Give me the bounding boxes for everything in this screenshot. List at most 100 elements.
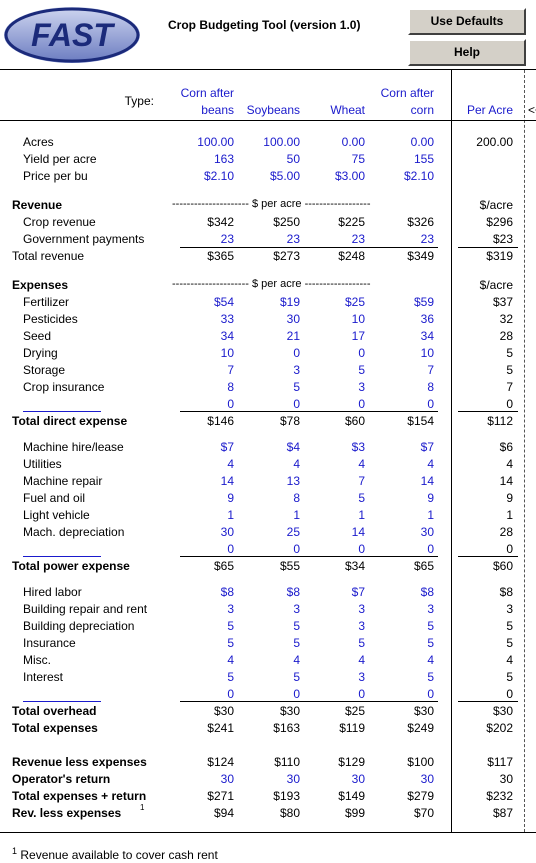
cell-value[interactable]: 3 [358, 380, 365, 394]
cell-value[interactable]: $3 [351, 440, 365, 454]
help-button[interactable]: Help [408, 39, 526, 66]
cell-value[interactable]: 7 [358, 474, 365, 488]
cell-value[interactable]: 9 [427, 491, 434, 505]
cell-value[interactable]: 30 [286, 772, 300, 786]
cell-value[interactable]: $59 [413, 295, 434, 309]
cell-value[interactable]: 5 [358, 636, 365, 650]
cell-value[interactable]: 13 [286, 474, 300, 488]
cell-value[interactable]: $5.00 [269, 169, 300, 183]
cell-value[interactable]: 0 [358, 542, 365, 556]
cell-value[interactable]: $25 [344, 295, 365, 309]
cell-value[interactable]: 30 [286, 312, 300, 326]
cell-value[interactable]: 4 [358, 457, 365, 471]
cell-value[interactable]: 3 [358, 619, 365, 633]
cell-value[interactable]: 100.00 [263, 135, 300, 149]
cell-value[interactable]: 5 [293, 380, 300, 394]
cell-value[interactable]: 36 [420, 312, 434, 326]
cell-value[interactable]: 0 [227, 687, 234, 701]
cell-value[interactable]: 163 [213, 152, 234, 166]
cell-value[interactable]: 5 [293, 619, 300, 633]
cell-value[interactable]: 0 [293, 687, 300, 701]
cell-value[interactable]: $8 [286, 585, 300, 599]
cell-value[interactable]: 0 [427, 397, 434, 411]
cell-value[interactable]: $54 [213, 295, 234, 309]
cell-value[interactable]: 4 [293, 653, 300, 667]
cell-value[interactable]: 0 [293, 346, 300, 360]
cell-value[interactable]: 5 [358, 491, 365, 505]
cell-value[interactable]: $19 [279, 295, 300, 309]
cell-value[interactable]: 4 [427, 653, 434, 667]
cell-value[interactable]: 30 [420, 525, 434, 539]
cell-value[interactable]: 33 [220, 312, 234, 326]
cell-value[interactable]: 10 [220, 346, 234, 360]
cell-value[interactable]: 0 [293, 542, 300, 556]
cell-value[interactable]: 9 [227, 491, 234, 505]
collapse-arrow[interactable]: << [528, 103, 536, 117]
cell-value[interactable]: 0.00 [341, 135, 365, 149]
cell-value[interactable]: 30 [351, 772, 365, 786]
cell-value[interactable]: 0 [427, 542, 434, 556]
cell-value[interactable]: 0 [358, 346, 365, 360]
cell-value[interactable]: 155 [413, 152, 434, 166]
cell-value[interactable]: 5 [358, 363, 365, 377]
cell-value[interactable]: 5 [227, 619, 234, 633]
cell-value[interactable]: 5 [227, 670, 234, 684]
cell-value[interactable]: 4 [293, 457, 300, 471]
cell-value[interactable]: $2.10 [203, 169, 234, 183]
cell-value[interactable]: 30 [220, 525, 234, 539]
cell-value[interactable]: 0 [427, 687, 434, 701]
cell-value[interactable]: 8 [427, 380, 434, 394]
cell-value[interactable]: 14 [351, 525, 365, 539]
cell-value[interactable]: 14 [220, 474, 234, 488]
cell-value[interactable]: 75 [351, 152, 365, 166]
cell-value[interactable]: 14 [420, 474, 434, 488]
cell-value[interactable]: 0 [293, 397, 300, 411]
cell-value[interactable]: 0 [227, 397, 234, 411]
cell-value[interactable]: $7 [420, 440, 434, 454]
cell-value[interactable]: 10 [420, 346, 434, 360]
cell-value[interactable]: 5 [227, 636, 234, 650]
cell-value[interactable]: 3 [427, 602, 434, 616]
cell-value[interactable]: 5 [293, 636, 300, 650]
cell-value[interactable]: 4 [227, 457, 234, 471]
cell-value[interactable]: $2.10 [403, 169, 434, 183]
cell-value[interactable]: 1 [427, 508, 434, 522]
cell-value[interactable]: 3 [358, 670, 365, 684]
cell-value[interactable]: 1 [293, 508, 300, 522]
cell-value[interactable]: 17 [351, 329, 365, 343]
cell-value[interactable]: 3 [293, 363, 300, 377]
cell-value[interactable]: 23 [286, 232, 300, 246]
cell-value[interactable]: 1 [227, 508, 234, 522]
cell-value[interactable]: $8 [420, 585, 434, 599]
cell-value[interactable]: 4 [427, 457, 434, 471]
cell-value[interactable]: 100.00 [197, 135, 234, 149]
cell-value[interactable]: 5 [427, 670, 434, 684]
cell-value[interactable]: 4 [358, 653, 365, 667]
cell-value[interactable]: 34 [420, 329, 434, 343]
cell-value[interactable]: 25 [286, 525, 300, 539]
cell-value[interactable]: 30 [220, 772, 234, 786]
cell-value[interactable]: 21 [286, 329, 300, 343]
cell-value[interactable]: 8 [227, 380, 234, 394]
cell-value[interactable]: $7 [220, 440, 234, 454]
use-defaults-button[interactable]: Use Defaults [408, 8, 526, 35]
cell-value[interactable]: 50 [286, 152, 300, 166]
cell-value[interactable]: 0 [358, 397, 365, 411]
cell-value[interactable]: 3 [227, 602, 234, 616]
cell-value[interactable]: 30 [420, 772, 434, 786]
cell-value[interactable]: 23 [420, 232, 434, 246]
cell-value[interactable]: $8 [220, 585, 234, 599]
cell-value[interactable]: $4 [286, 440, 300, 454]
cell-value[interactable]: 1 [358, 508, 365, 522]
cell-value[interactable]: 5 [293, 670, 300, 684]
cell-value[interactable]: 10 [351, 312, 365, 326]
cell-value[interactable]: 7 [227, 363, 234, 377]
cell-value[interactable]: 7 [427, 363, 434, 377]
cell-value[interactable]: 5 [427, 636, 434, 650]
cell-value[interactable]: $3.00 [334, 169, 365, 183]
cell-value[interactable]: 4 [227, 653, 234, 667]
cell-value[interactable]: 23 [220, 232, 234, 246]
cell-value[interactable]: 0 [358, 687, 365, 701]
cell-value[interactable]: 23 [351, 232, 365, 246]
cell-value[interactable]: 5 [427, 619, 434, 633]
